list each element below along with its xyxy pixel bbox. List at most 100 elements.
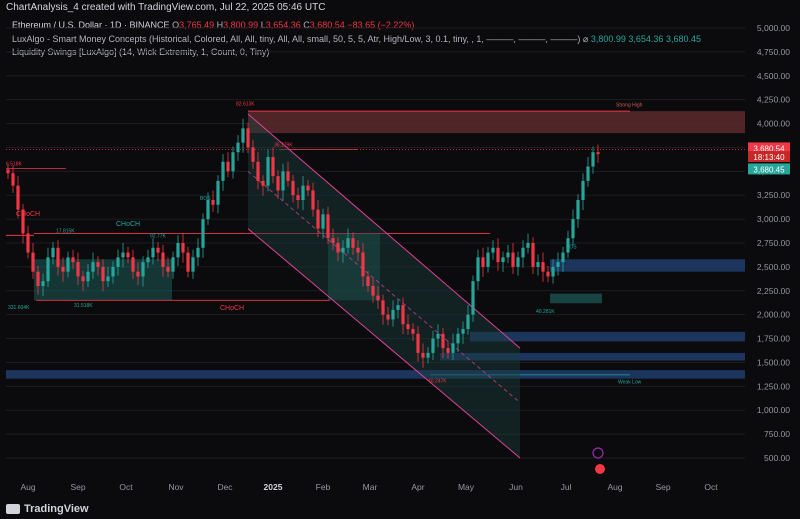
candle-body: [71, 257, 75, 263]
y-tick-label: 2,250.00: [757, 286, 790, 296]
y-tick-label: 2,000.00: [757, 310, 790, 320]
demand-zone-4: [6, 370, 745, 379]
close-value: 3,680.54: [309, 20, 345, 30]
candle-body: [226, 161, 230, 172]
candle-body: [396, 305, 400, 310]
candle-body: [126, 252, 130, 258]
candle-body: [201, 219, 205, 248]
price-badge-red-text: 3,680.54: [753, 144, 785, 153]
candle-body: [491, 247, 495, 253]
brand-label: TradingView: [24, 503, 89, 515]
candle-body: [366, 276, 370, 286]
candle-body: [286, 171, 290, 181]
candle-body: [211, 200, 215, 205]
annotation-label: BOS: [566, 245, 577, 251]
candle-body: [61, 266, 65, 272]
timer-badge: [748, 151, 790, 162]
candle-body: [596, 152, 600, 155]
candle-body: [316, 209, 320, 229]
annotation-label: Weak Low: [618, 379, 642, 385]
candle-body: [156, 247, 160, 253]
candle-body: [251, 147, 255, 162]
candle-body: [406, 324, 410, 329]
y-tick-label: 500.00: [764, 453, 790, 463]
candle-body: [51, 247, 55, 258]
channel-lower: [247, 228, 521, 459]
candle-body: [536, 262, 540, 267]
symbol-name: Ethereum / U.S. Dollar · 1D · BINANCE: [12, 20, 170, 30]
x-tick-label: Dec: [217, 482, 233, 492]
channel-fill: [248, 114, 520, 458]
channel-upper: [247, 113, 521, 349]
candle-body: [461, 329, 465, 334]
candle-body: [411, 329, 415, 334]
candle-body: [66, 257, 70, 272]
candle-body: [446, 348, 450, 353]
candle-body: [436, 333, 440, 339]
candle-body: [431, 338, 435, 353]
candle-body: [441, 333, 445, 349]
candle-body: [6, 169, 10, 174]
candle-body: [256, 161, 260, 181]
demand-zone-1: [550, 259, 745, 272]
tradingview-brand[interactable]: TradingView: [6, 503, 89, 515]
candle-body: [401, 305, 405, 325]
candle-body: [371, 286, 375, 296]
indicator-value-1: 3,800.99: [590, 34, 626, 44]
candle-body: [501, 257, 505, 263]
x-tick-label: Jun: [509, 482, 523, 492]
indicator-smc-legend[interactable]: LuxAlgo - Smart Money Concepts (Historic…: [12, 34, 701, 45]
candle-body: [531, 243, 535, 267]
high-value: 3,800.99: [223, 20, 259, 30]
timer-badge-text: 18:13:40: [753, 153, 785, 162]
x-tick-label: Jul: [561, 482, 572, 492]
candle-body: [481, 257, 485, 267]
candle-body: [581, 180, 585, 200]
candle-body: [556, 262, 560, 267]
candle-body: [121, 252, 125, 258]
y-tick-label: 2,500.00: [757, 262, 790, 272]
annotation-label: 31.518K: [74, 303, 93, 309]
candle-body: [296, 195, 300, 200]
y-tick-label: 1,000.00: [757, 405, 790, 415]
candle-body: [206, 200, 210, 220]
liquidity-box-3: [328, 233, 380, 301]
time-axis: Aug Sep Oct Nov Dec 2025 Feb Mar Apr May Jun Jul Aug…: [20, 482, 718, 492]
price-badge-green-text: 3,680.45: [753, 165, 785, 174]
candle-body: [386, 314, 390, 320]
candle-body: [391, 309, 395, 320]
candle-body: [476, 257, 480, 282]
candle-body: [241, 128, 245, 143]
y-tick-label: 3,250.00: [757, 190, 790, 200]
y-tick-label: 5,000.00: [757, 23, 790, 33]
annotation-label: 6.518K: [6, 162, 23, 168]
y-tick-label: 3,000.00: [757, 214, 790, 224]
x-tick-label: May: [458, 482, 475, 492]
x-tick-label: Oct: [119, 482, 133, 492]
x-tick-label: Apr: [411, 482, 424, 492]
candle-body: [31, 252, 35, 272]
candle-body: [561, 252, 565, 263]
candle-body: [361, 252, 365, 277]
candle-body: [101, 266, 105, 282]
lightning-icon: [592, 447, 604, 459]
chart-caption: ChartAnalysis_4 created with TradingView…: [6, 2, 326, 13]
y-tick-label: 1,750.00: [757, 334, 790, 344]
liquidity-box-2: [34, 259, 172, 301]
candle-body: [466, 314, 470, 329]
y-tick-label: 3,750.00: [757, 142, 790, 152]
candle-body: [516, 257, 520, 267]
chart-grid: [6, 27, 745, 459]
candle-body: [456, 333, 460, 344]
indicator-liquidity-legend[interactable]: Liquidity Swings [LuxAlgo] (14, Wick Ext…: [12, 47, 269, 57]
candle-body: [546, 271, 550, 277]
close-label: C: [303, 20, 310, 30]
candle-body: [326, 214, 330, 239]
eye-icon[interactable]: ⌀: [582, 34, 589, 44]
annotation-label: 40.247K: [428, 379, 447, 385]
candle-body: [11, 173, 15, 186]
zones: [6, 110, 745, 379]
x-tick-label: Feb: [316, 482, 331, 492]
candle-body: [376, 295, 380, 301]
